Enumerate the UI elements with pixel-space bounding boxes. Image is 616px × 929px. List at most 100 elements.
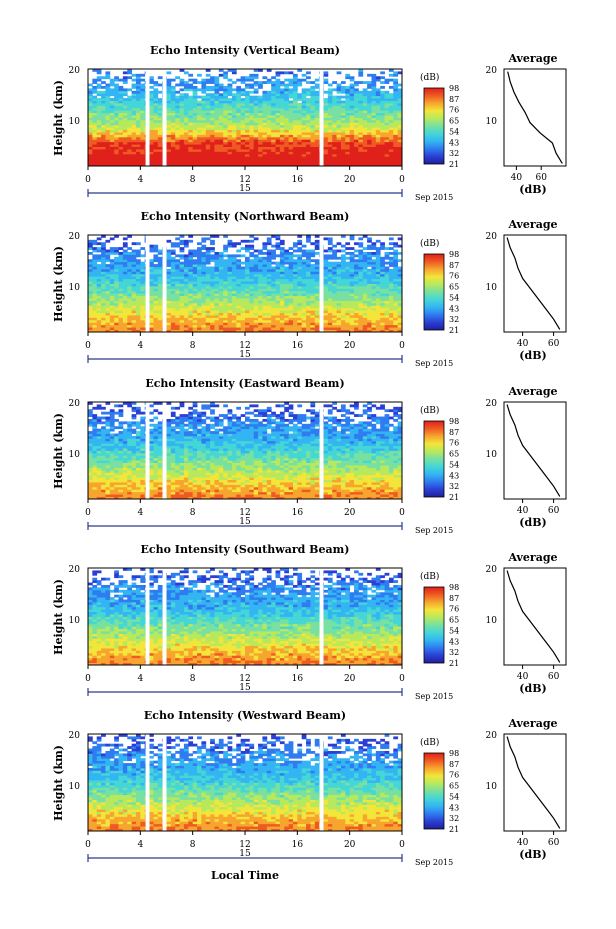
heatmap-cell: [349, 119, 355, 123]
heatmap-cell: [336, 122, 342, 126]
heatmap-cell: [205, 305, 211, 309]
heatmap-cell: [258, 117, 263, 121]
heatmap-cell: [214, 283, 220, 287]
heatmap-cell: [336, 153, 342, 157]
heatmap-cell: [375, 256, 381, 260]
x-tick-label: 16: [292, 175, 304, 185]
heatmap-cell: [236, 298, 242, 301]
heatmap-cell: [131, 288, 137, 292]
heatmap-cell: [301, 122, 307, 126]
heatmap-cell: [240, 144, 246, 147]
heatmap-cell: [245, 149, 250, 152]
heatmap-cell: [275, 295, 281, 299]
heatmap-cell: [310, 273, 316, 277]
heatmap-cell: [393, 141, 399, 145]
heatmap-cell: [88, 315, 93, 318]
heatmap-cell: [292, 317, 298, 321]
heatmap-cell: [170, 266, 176, 270]
heatmap-cell: [284, 141, 290, 145]
heatmap-cell: [362, 271, 368, 275]
heatmap-cell: [127, 158, 133, 162]
x-ticks: 0 4 8 12 16 20 0: [85, 166, 405, 185]
heatmap-cell: [153, 151, 159, 155]
heatmap-cell: [149, 298, 154, 301]
heatmap-cell: [284, 119, 290, 123]
heatmap-cell: [122, 264, 128, 267]
heatmap-cell: [157, 264, 163, 267]
heatmap-cell: [358, 298, 364, 301]
heatmap-cell: [336, 264, 342, 267]
heatmap-cell: [266, 324, 272, 328]
heatmap-cell: [284, 149, 290, 152]
heatmap-cell: [384, 105, 390, 109]
heatmap-cell: [101, 254, 106, 258]
heatmap-cell: [301, 117, 307, 121]
heatmap-cell: [227, 129, 233, 133]
heatmap-cell: [118, 324, 124, 328]
heatmap-cell: [284, 161, 290, 164]
heatmap-cell: [336, 295, 342, 299]
heatmap-cell: [135, 288, 141, 292]
heatmap-cell: [310, 324, 316, 328]
heatmap-cell: [367, 119, 372, 123]
heatmap-cell: [223, 161, 228, 164]
heatmap-cell: [188, 281, 194, 284]
heatmap-cell: [279, 124, 285, 128]
heatmap-cell: [105, 300, 111, 304]
heatmap-cell: [397, 151, 403, 155]
heatmap-cell: [384, 307, 390, 311]
heatmap-cell: [258, 100, 263, 104]
heatmap-cell: [275, 124, 281, 128]
heatmap-cell: [166, 310, 172, 314]
heatmap-cell: [301, 119, 307, 123]
heatmap-cell: [218, 310, 224, 314]
heatmap-cell: [271, 85, 276, 89]
heatmap-cell: [258, 139, 263, 143]
heatmap-cell: [192, 329, 198, 333]
heatmap-cell: [245, 264, 250, 267]
heatmap-cell: [231, 271, 237, 275]
heatmap-cell: [197, 122, 202, 126]
heatmap-cell: [284, 261, 290, 265]
heatmap-cell: [288, 322, 294, 326]
heatmap-cell: [105, 271, 111, 275]
heatmap-cell: [336, 290, 342, 294]
heatmap-cell: [292, 88, 298, 92]
heatmap-cell: [101, 249, 106, 253]
heatmap-cell: [292, 73, 298, 77]
heatmap-cell: [249, 163, 255, 167]
heatmap-cell: [210, 268, 215, 272]
heatmap-cell: [227, 312, 233, 316]
heatmap-cell: [314, 151, 320, 155]
heatmap-cell: [292, 100, 298, 104]
heatmap-cell: [271, 293, 276, 297]
heatmap-cell: [135, 76, 141, 80]
heatmap-cell: [301, 161, 307, 164]
heatmap-cell: [367, 158, 372, 162]
heatmap-cell: [227, 146, 233, 150]
heatmap-cell: [140, 88, 146, 92]
heatmap-cell: [140, 95, 146, 99]
heatmap-cell: [149, 276, 154, 280]
heatmap-cell: [327, 281, 333, 284]
heatmap-cell: [266, 78, 272, 82]
heatmap-cell: [118, 329, 124, 333]
heatmap-cell: [253, 105, 259, 109]
heatmap-cell: [236, 153, 242, 157]
heatmap-cell: [127, 144, 133, 147]
heatmap-cell: [266, 239, 272, 243]
heatmap-cell: [135, 317, 141, 321]
heatmap-cell: [323, 149, 329, 152]
heatmap-cell: [231, 134, 237, 138]
heatmap-cell: [271, 151, 276, 155]
heatmap-cell: [310, 93, 316, 97]
heatmap-cell: [127, 146, 133, 150]
heatmap-cell: [118, 88, 124, 92]
heatmap-cell: [306, 281, 311, 284]
heatmap-cell: [262, 319, 268, 323]
heatmap-cell: [153, 283, 159, 287]
heatmap-cell: [271, 329, 276, 333]
heatmap-cell: [231, 298, 237, 301]
heatmap-cell: [96, 112, 102, 116]
heatmap-cell: [297, 122, 303, 126]
